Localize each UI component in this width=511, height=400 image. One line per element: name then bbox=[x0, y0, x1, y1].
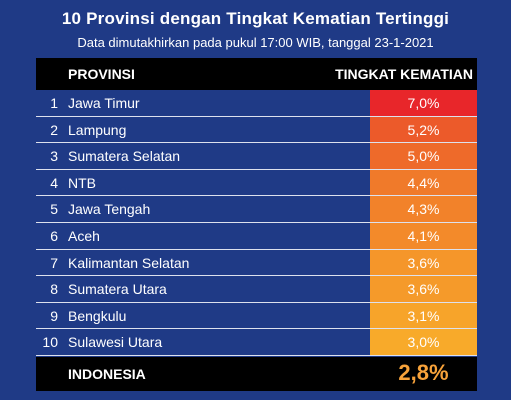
table-row: 7 Kalimantan Selatan 3,6% bbox=[36, 249, 477, 277]
row-rank: 3 bbox=[50, 148, 58, 165]
row-rate-cell: 7,0% bbox=[370, 90, 477, 116]
national-row: INDONESIA 2,8% bbox=[36, 357, 477, 391]
row-rank: 4 bbox=[50, 174, 58, 191]
row-province: Kalimantan Selatan bbox=[68, 254, 190, 271]
table-row: 3 Sumatera Selatan 5,0% bbox=[36, 143, 477, 170]
row-rank: 7 bbox=[50, 254, 58, 271]
table-row: 8 Sumatera Utara 3,6% bbox=[36, 276, 477, 303]
row-rate-cell: 4,3% bbox=[370, 196, 477, 222]
table-rows: 1 Jawa Timur 7,0% 2 Lampung 5,2% 3 Sumatera Sel… bbox=[36, 90, 477, 356]
row-rate-cell: 3,0% bbox=[370, 329, 477, 355]
row-rank: 1 bbox=[50, 95, 58, 111]
row-rate-cell: 4,1% bbox=[370, 222, 477, 249]
row-rank: 6 bbox=[50, 227, 58, 244]
row-rank: 10 bbox=[42, 334, 58, 351]
table-row: 5 Jawa Tengah 4,3% bbox=[36, 196, 477, 223]
row-rank: 9 bbox=[50, 307, 58, 324]
ranking-table: PROVINSI TINGKAT KEMATIAN 1 Jawa Timur 7,0… bbox=[36, 58, 477, 356]
table-header: PROVINSI TINGKAT KEMATIAN bbox=[36, 58, 477, 90]
row-rate-cell: 3,1% bbox=[370, 302, 477, 329]
row-province: NTB bbox=[68, 174, 96, 191]
chart-subtitle: Data dimutakhirkan pada pukul 17:00 WIB,… bbox=[77, 35, 434, 50]
row-rate-cell: 5,2% bbox=[370, 116, 477, 143]
table-row: 4 NTB 4,4% bbox=[36, 169, 477, 197]
table-row: 9 Bengkulu 3,1% bbox=[36, 302, 477, 330]
national-label: INDONESIA bbox=[68, 366, 146, 382]
row-province: Sumatera Utara bbox=[68, 281, 167, 298]
row-rate-cell: 3,6% bbox=[370, 249, 477, 276]
table-row: 6 Aceh 4,1% bbox=[36, 222, 477, 250]
table-row: 10 Sulawesi Utara 3,0% bbox=[36, 329, 477, 356]
row-province: Jawa Tengah bbox=[68, 201, 151, 218]
table-row: 1 Jawa Timur 7,0% bbox=[36, 90, 477, 117]
row-rank: 8 bbox=[50, 281, 58, 298]
national-value: 2,8% bbox=[398, 360, 449, 385]
row-province: Sumatera Selatan bbox=[68, 148, 181, 165]
row-rate-cell: 3,6% bbox=[370, 276, 477, 302]
row-rank: 2 bbox=[50, 121, 58, 138]
row-province: Aceh bbox=[68, 227, 100, 244]
row-rank: 5 bbox=[50, 201, 58, 218]
header-rate: TINGKAT KEMATIAN bbox=[335, 66, 473, 82]
row-province: Lampung bbox=[68, 121, 127, 138]
row-province: Jawa Timur bbox=[68, 95, 140, 111]
row-rate-cell: 4,4% bbox=[370, 169, 477, 196]
header-province: PROVINSI bbox=[68, 66, 135, 82]
row-province: Sulawesi Utara bbox=[68, 334, 163, 351]
row-rate-cell: 5,0% bbox=[370, 143, 477, 169]
chart-title: 10 Provinsi dengan Tingkat Kematian Tert… bbox=[61, 9, 450, 28]
table-row: 2 Lampung 5,2% bbox=[36, 116, 477, 144]
row-province: Bengkulu bbox=[68, 307, 127, 324]
